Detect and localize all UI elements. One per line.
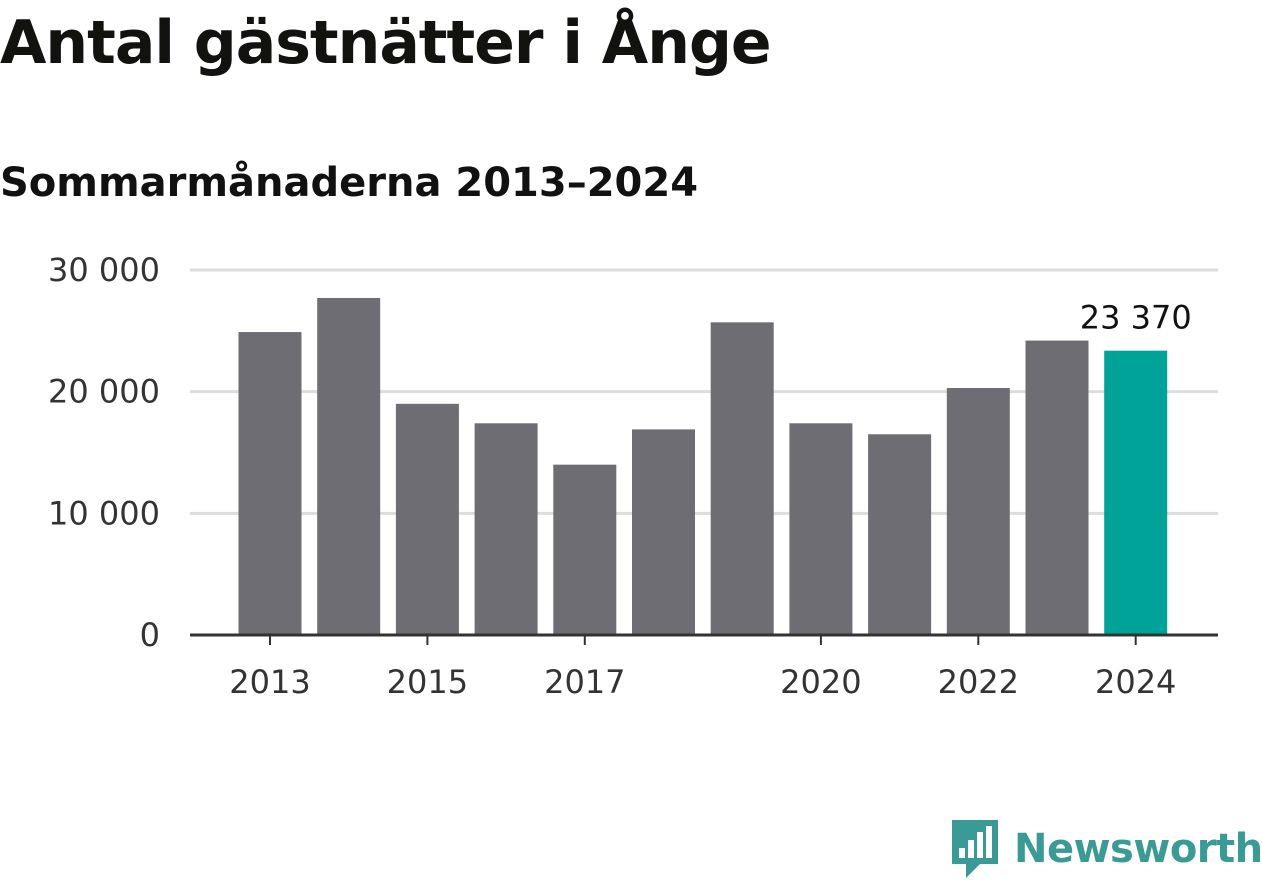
bar-2015 bbox=[395, 403, 459, 635]
bar-chart: 0 10 000 20 000 30 000 2013 2015 2017 2020 2022 2… bbox=[48, 251, 1218, 701]
bar-2014 bbox=[317, 297, 381, 635]
chart-subtitle: Sommarmånaderna 2013–2024 bbox=[0, 160, 699, 206]
x-tick-label: 2013 bbox=[229, 663, 310, 701]
bars bbox=[238, 297, 1168, 635]
brand-logo: Newsworthy bbox=[950, 818, 1262, 880]
x-tick-label: 2024 bbox=[1095, 663, 1176, 701]
chart-title: Antal gästnätter i Ånge bbox=[0, 8, 772, 78]
bar-2020 bbox=[789, 423, 853, 635]
axes bbox=[190, 633, 1218, 645]
y-tick-label: 10 000 bbox=[48, 494, 160, 532]
newsworthy-logo-icon bbox=[952, 820, 998, 878]
y-tick-label: 20 000 bbox=[48, 373, 160, 411]
bar-2024 bbox=[1104, 350, 1168, 635]
x-tick-label: 2015 bbox=[387, 663, 468, 701]
bar-2018 bbox=[632, 429, 695, 635]
x-tick-label: 2017 bbox=[544, 663, 625, 701]
bar-2023 bbox=[1025, 340, 1089, 635]
bar-2017 bbox=[553, 464, 617, 635]
bar-2013 bbox=[238, 332, 302, 635]
labels: 0 10 000 20 000 30 000 2013 2015 2017 2020 2022 2… bbox=[48, 251, 1192, 701]
y-tick-label: 30 000 bbox=[48, 251, 160, 289]
y-tick-label: 0 bbox=[140, 616, 160, 654]
brand-name: Newsworthy bbox=[1014, 826, 1262, 872]
bar-2021 bbox=[868, 434, 932, 635]
bar-2019 bbox=[710, 322, 774, 635]
x-tick-label: 2022 bbox=[938, 663, 1019, 701]
data-label: 23 370 bbox=[1080, 299, 1192, 337]
bar-2016 bbox=[474, 423, 538, 635]
x-tick-label: 2020 bbox=[780, 663, 861, 701]
bar-2022 bbox=[946, 388, 1010, 635]
